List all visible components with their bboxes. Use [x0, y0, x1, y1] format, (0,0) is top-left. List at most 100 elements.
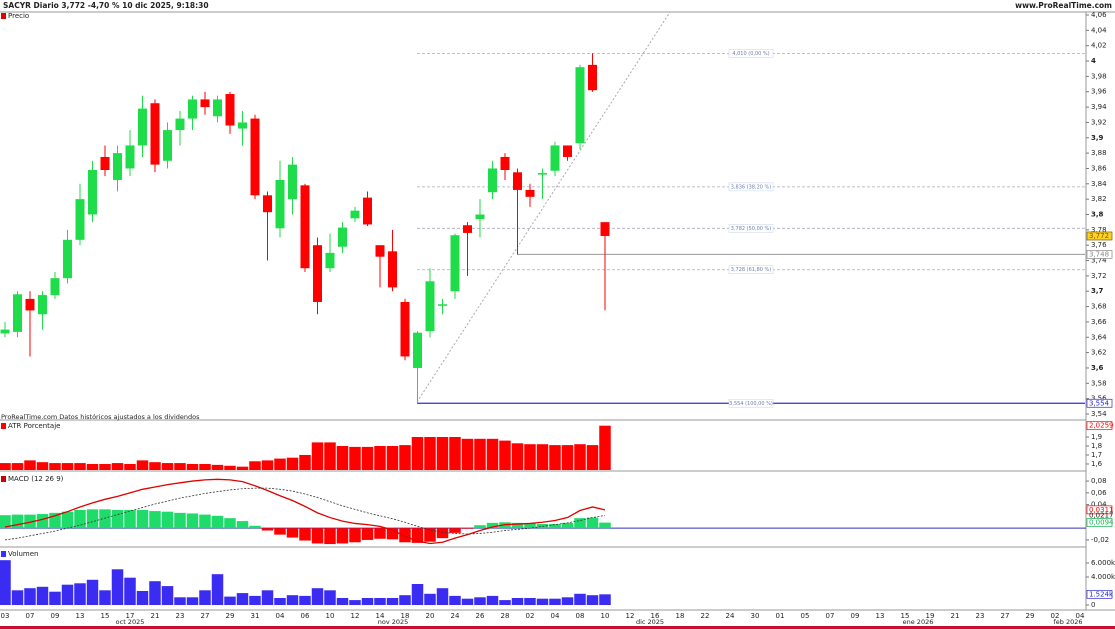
bar	[136, 460, 149, 470]
x-tick-label: 18	[676, 612, 685, 620]
histogram-bar	[149, 511, 161, 529]
bar	[536, 598, 549, 605]
histogram-bar	[511, 522, 524, 529]
histogram-bar	[74, 509, 86, 529]
histogram-bar	[561, 522, 574, 529]
x-tick-label: 01	[776, 612, 785, 620]
bar	[186, 597, 199, 605]
bar	[561, 445, 574, 470]
candle-body	[263, 195, 272, 213]
bar	[599, 594, 611, 605]
bar	[149, 462, 161, 470]
bar	[474, 597, 486, 605]
candle-body	[75, 199, 85, 240]
bar	[124, 463, 136, 470]
bar	[424, 437, 436, 470]
bar	[261, 590, 274, 605]
histogram-bar	[86, 509, 99, 529]
histogram-bar	[111, 509, 124, 529]
y-tick-label: 3,56	[1091, 395, 1107, 403]
y-tick-label: 3,62	[1091, 349, 1107, 357]
histogram-bar	[299, 528, 311, 541]
candle-body	[175, 118, 185, 131]
bar	[61, 463, 74, 470]
histogram-bar	[336, 528, 349, 544]
candle-body	[250, 118, 260, 196]
data-note: ProRealTime.com Datos históricos ajustad…	[1, 413, 200, 421]
header-site[interactable]: www.ProRealTime.com	[1015, 1, 1112, 10]
histogram-bar	[274, 528, 286, 535]
macd-line	[4, 478, 606, 545]
legend-swatch	[1, 423, 6, 429]
bar	[99, 463, 111, 470]
bar	[49, 463, 61, 470]
x-tick-label: 12	[351, 612, 360, 620]
histogram-bar	[261, 528, 274, 531]
histogram-bar	[386, 528, 399, 540]
bar	[224, 596, 236, 605]
bar	[0, 560, 11, 605]
bar	[511, 597, 524, 605]
x-tick-label: 09	[851, 612, 860, 620]
bar	[524, 444, 536, 470]
candle-body	[463, 225, 472, 233]
bar	[311, 442, 324, 470]
candle-body	[300, 185, 310, 269]
bottom-bar	[0, 626, 1115, 629]
y-tick-label: 3,74	[1091, 257, 1107, 265]
bar	[261, 460, 274, 470]
x-tick-label: 26	[476, 612, 485, 620]
histogram-bar	[24, 514, 36, 529]
candle-body	[213, 99, 222, 117]
y-tick-label: 4,02	[1091, 42, 1107, 50]
bar	[61, 584, 74, 605]
candle-body	[350, 210, 360, 219]
fib-label: 3,782 (50,00 %)	[731, 226, 772, 232]
panel-title: Volumen	[8, 550, 38, 558]
candle-body	[388, 251, 397, 288]
histogram-bar	[474, 525, 486, 529]
histogram-bar	[136, 509, 149, 529]
fib-label: 3,836 (38,20 %)	[731, 184, 772, 190]
histogram-bar	[411, 528, 424, 543]
bar	[336, 446, 349, 470]
candle-body	[238, 122, 247, 129]
axis-marker-box	[1086, 398, 1113, 408]
histogram-bar	[399, 528, 411, 543]
y-tick-label: 3,6	[1091, 364, 1104, 372]
candle-body	[13, 294, 22, 332]
x-tick-label: 30	[751, 612, 760, 620]
bar	[586, 595, 599, 605]
bar	[324, 590, 336, 605]
candle-body	[63, 239, 72, 279]
candle-body	[225, 94, 235, 126]
axis-marker-box	[1086, 589, 1113, 599]
x-tick-label: 21	[151, 612, 160, 620]
x-tick-label: 07	[26, 612, 35, 620]
y-tick-label: 1,9	[1091, 433, 1102, 441]
fib-label: 4,010 (0,00 %)	[732, 51, 769, 57]
axis-marker-box	[1086, 250, 1113, 259]
y-tick-label: 3,86	[1091, 164, 1107, 172]
x-tick-label: 28	[501, 612, 510, 620]
x-period-label: nov 2025	[378, 618, 409, 626]
fib-label-box	[728, 399, 774, 408]
bar	[386, 597, 399, 605]
bar	[86, 463, 99, 470]
histogram-bar	[0, 515, 11, 529]
x-tick-label: 23	[176, 612, 185, 620]
x-tick-label: 13	[76, 612, 85, 620]
bar	[24, 460, 36, 470]
candle-body	[275, 179, 285, 229]
x-tick-label: 07	[826, 612, 835, 620]
bar	[411, 583, 424, 605]
fib-label-box	[728, 49, 774, 58]
bar	[211, 574, 224, 605]
histogram-bar	[311, 528, 324, 544]
panel-title: MACD (12 26 9)	[8, 475, 64, 483]
y-tick-label: 3,58	[1091, 379, 1107, 387]
histogram-bar	[99, 509, 111, 529]
candle-body	[550, 145, 560, 171]
x-tick-label: 17	[126, 612, 135, 620]
candle-body	[425, 281, 435, 332]
